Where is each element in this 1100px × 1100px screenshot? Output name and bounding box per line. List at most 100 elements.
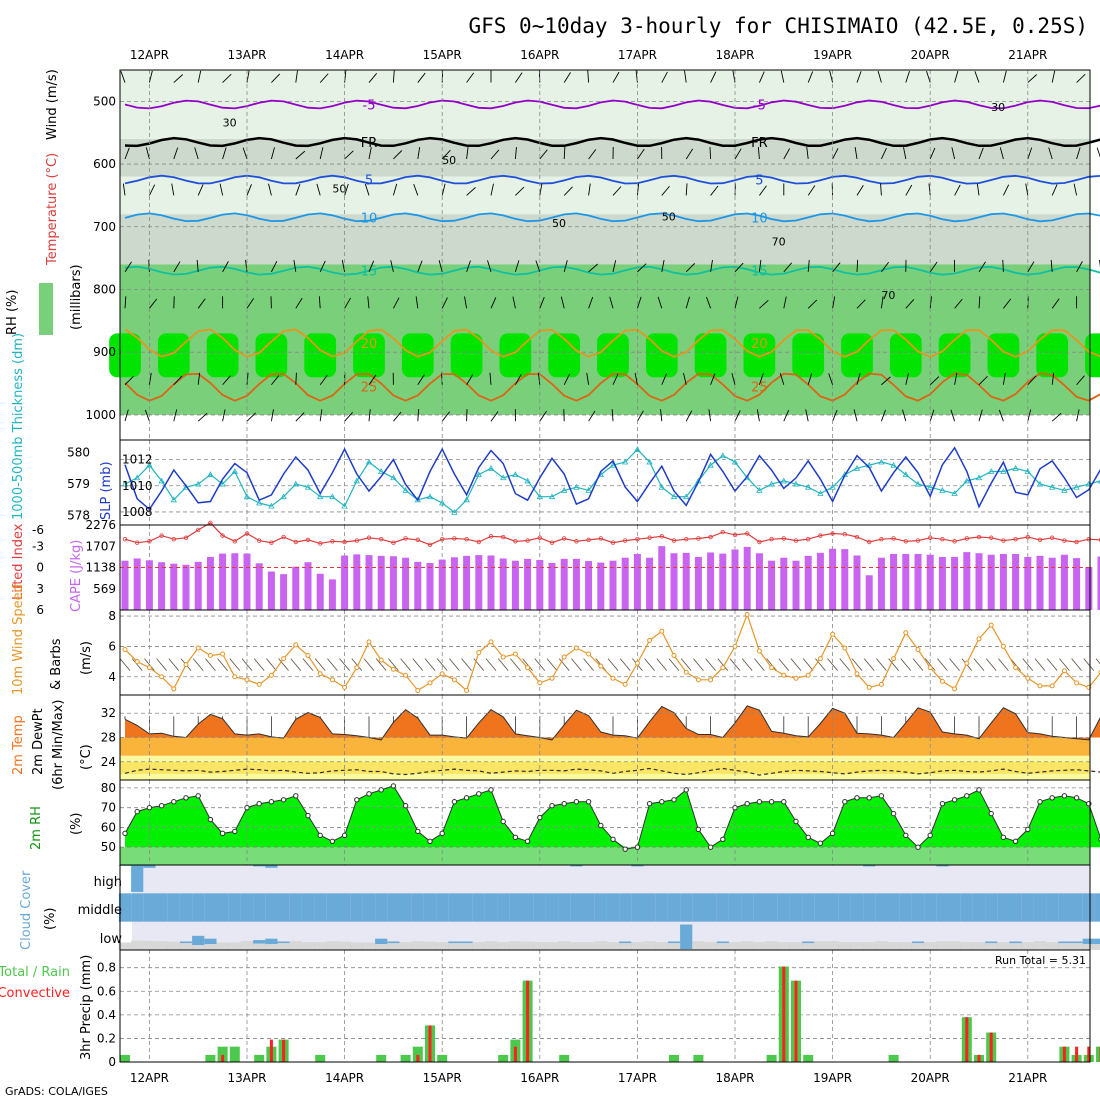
cape-bar-67 bbox=[938, 556, 946, 610]
sfc-barb-21 bbox=[375, 658, 387, 671]
li-point-44 bbox=[659, 534, 664, 539]
wind-barb-76-0 bbox=[1051, 70, 1056, 83]
precip-total-bar-56 bbox=[803, 1054, 814, 1062]
wind-barb-16-0 bbox=[319, 73, 329, 83]
wind-barb-20-2 bbox=[364, 183, 370, 196]
wind-barb-58-1 bbox=[832, 148, 839, 160]
rh2-point-1 bbox=[134, 808, 140, 815]
cloud-1-16 bbox=[314, 893, 327, 922]
rh-contour-label-6: 70 bbox=[881, 289, 895, 302]
sfc-barb-41 bbox=[619, 658, 631, 671]
cloud-low-gap-48 bbox=[704, 942, 717, 950]
wind-point-25 bbox=[427, 680, 433, 686]
cloud-low-gap-26 bbox=[436, 942, 449, 950]
date-top-2: 14APR bbox=[325, 48, 364, 62]
wind-barb-68-6 bbox=[950, 409, 956, 422]
wind-barb-14-6 bbox=[295, 412, 305, 422]
date-bottom-0: 12APR bbox=[130, 1071, 169, 1085]
wind-barb-24-1 bbox=[417, 147, 421, 160]
wind-barb-60-4 bbox=[856, 299, 866, 309]
thickness-point-57 bbox=[817, 490, 824, 496]
wind-barb-64-2 bbox=[905, 184, 913, 196]
date-bottom-7: 19APR bbox=[813, 1071, 852, 1085]
cloud-1-55 bbox=[789, 893, 803, 922]
wind-point-17 bbox=[329, 677, 335, 683]
cloud-low-gap-73 bbox=[1009, 943, 1022, 950]
wind-barb-60-1 bbox=[854, 147, 858, 160]
cloud-1-17 bbox=[326, 893, 339, 922]
cape-bar-43 bbox=[646, 557, 654, 610]
rh2-area bbox=[125, 785, 1100, 848]
wind-point-36 bbox=[561, 654, 567, 660]
precip-total-bar-23 bbox=[400, 1054, 411, 1062]
thickness-point-3 bbox=[158, 477, 165, 484]
cape-bar-2 bbox=[145, 560, 153, 610]
wind-barb-58-0 bbox=[829, 70, 834, 83]
wind-barb-78-3 bbox=[1076, 261, 1083, 273]
wind-barb-46-1 bbox=[685, 148, 694, 160]
wind-barb-6-2 bbox=[197, 184, 204, 196]
cloud-low-gap-30 bbox=[484, 941, 498, 950]
wind-barb-66-0 bbox=[926, 70, 931, 83]
cloud-low-gap-57 bbox=[814, 941, 827, 950]
sfc-barb-46 bbox=[680, 658, 692, 671]
date-top-8: 20APR bbox=[911, 48, 950, 62]
cape-bar-6 bbox=[194, 561, 202, 610]
rh2-point-5 bbox=[183, 795, 189, 801]
cloud-low-gap-10 bbox=[240, 941, 254, 950]
cloud-0-67 bbox=[936, 865, 949, 867]
thickness-point-64 bbox=[902, 471, 909, 478]
cape-bar-56 bbox=[804, 555, 812, 610]
sfc-barb-28 bbox=[461, 658, 472, 671]
rh2-axis-label: 2m RH bbox=[29, 806, 44, 850]
rh2-point-66 bbox=[927, 832, 933, 839]
wind-barb-36-5 bbox=[563, 373, 571, 385]
li-point-75 bbox=[1037, 537, 1043, 543]
rh2-point-69 bbox=[964, 793, 970, 799]
sfc-barb-27 bbox=[449, 658, 460, 671]
wind-barb-20-1 bbox=[368, 147, 372, 160]
pressure-tick-900: 900 bbox=[93, 345, 116, 359]
rh2-point-60 bbox=[854, 795, 860, 801]
wind-barb-74-2 bbox=[1025, 183, 1029, 196]
thickness-tick-579: 579 bbox=[67, 477, 90, 491]
li-point-28 bbox=[464, 536, 469, 542]
cloud-low-gap-63 bbox=[887, 942, 900, 950]
wind-barb-16-4 bbox=[318, 296, 321, 309]
cloud-low-gap-24 bbox=[411, 941, 424, 950]
thickness-point-36 bbox=[561, 487, 568, 493]
cloud-low-gap-41 bbox=[619, 943, 632, 950]
thickness-point-9 bbox=[231, 468, 238, 474]
rh-moist-24 bbox=[430, 276, 455, 321]
cape-bar-53 bbox=[768, 560, 776, 610]
wind-barb-24-3 bbox=[417, 260, 423, 273]
wind-barb-24-6 bbox=[417, 409, 420, 422]
sfc-barb-16 bbox=[314, 658, 326, 671]
wind-barb-26-2 bbox=[441, 183, 446, 196]
cloud-low-gap-64 bbox=[899, 942, 912, 950]
wind-barb-46-6 bbox=[685, 410, 693, 422]
wind-barb-6-6 bbox=[197, 412, 208, 422]
wind-point-50 bbox=[732, 643, 738, 649]
cloud-1-57 bbox=[814, 893, 827, 922]
cloud-low-label: low bbox=[100, 932, 123, 947]
wind-barb-10-1 bbox=[242, 147, 248, 160]
wind-barb-38-3 bbox=[588, 263, 598, 273]
wind-point-29 bbox=[476, 650, 482, 655]
wind-barb-62-5 bbox=[881, 376, 891, 386]
wind-barb-6-1 bbox=[194, 147, 199, 160]
cape-bar-4 bbox=[170, 563, 178, 610]
sfc-barb-58 bbox=[827, 658, 838, 671]
cloud-1-34 bbox=[533, 893, 546, 922]
wind-barb-36-1 bbox=[563, 146, 566, 160]
wind-barb-46-2 bbox=[685, 183, 688, 196]
wind-barb-70-1 bbox=[978, 147, 984, 160]
li-point-57 bbox=[818, 533, 823, 538]
sfc-barb-53 bbox=[766, 658, 777, 671]
cape-tick-1138: 1138 bbox=[85, 561, 116, 575]
li-point-55 bbox=[793, 538, 799, 543]
thickness-point-1 bbox=[134, 474, 141, 481]
wind-barb-68-0 bbox=[954, 70, 959, 83]
wind-point-32 bbox=[512, 651, 518, 657]
